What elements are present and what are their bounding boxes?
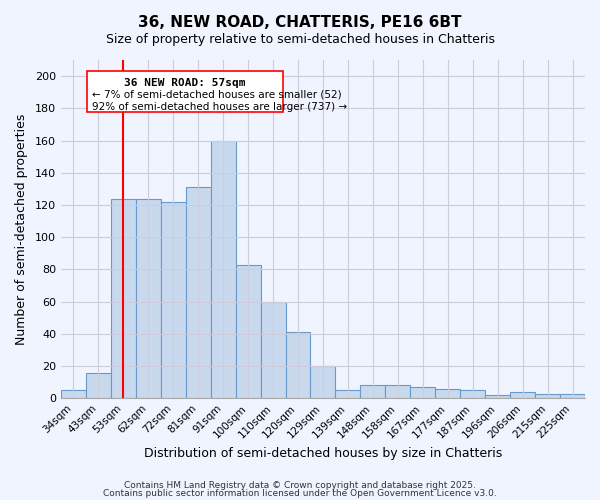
Bar	[385, 386, 410, 398]
Bar	[260, 302, 286, 398]
Bar	[286, 332, 310, 398]
Bar	[186, 188, 211, 398]
Bar	[161, 202, 186, 398]
Text: ← 7% of semi-detached houses are smaller (52): ← 7% of semi-detached houses are smaller…	[92, 89, 342, 99]
Bar	[211, 140, 236, 398]
Bar	[310, 366, 335, 398]
Text: 36, NEW ROAD, CHATTERIS, PE16 6BT: 36, NEW ROAD, CHATTERIS, PE16 6BT	[138, 15, 462, 30]
Text: 92% of semi-detached houses are larger (737) →: 92% of semi-detached houses are larger (…	[92, 102, 347, 112]
Text: Contains HM Land Registry data © Crown copyright and database right 2025.: Contains HM Land Registry data © Crown c…	[124, 480, 476, 490]
Bar	[410, 387, 435, 398]
Bar	[236, 264, 260, 398]
Bar	[560, 394, 585, 398]
Bar	[61, 390, 86, 398]
Bar	[485, 395, 510, 398]
Text: Contains public sector information licensed under the Open Government Licence v3: Contains public sector information licen…	[103, 489, 497, 498]
Bar	[460, 390, 485, 398]
Text: Size of property relative to semi-detached houses in Chatteris: Size of property relative to semi-detach…	[106, 32, 494, 46]
Bar	[361, 386, 385, 398]
Y-axis label: Number of semi-detached properties: Number of semi-detached properties	[15, 114, 28, 345]
Bar	[535, 394, 560, 398]
X-axis label: Distribution of semi-detached houses by size in Chatteris: Distribution of semi-detached houses by …	[144, 447, 502, 460]
Bar	[86, 372, 111, 398]
Text: 36 NEW ROAD: 57sqm: 36 NEW ROAD: 57sqm	[124, 78, 246, 88]
FancyBboxPatch shape	[87, 72, 283, 112]
Bar	[435, 388, 460, 398]
Bar	[335, 390, 361, 398]
Bar	[510, 392, 535, 398]
Bar	[136, 198, 161, 398]
Bar	[111, 198, 136, 398]
